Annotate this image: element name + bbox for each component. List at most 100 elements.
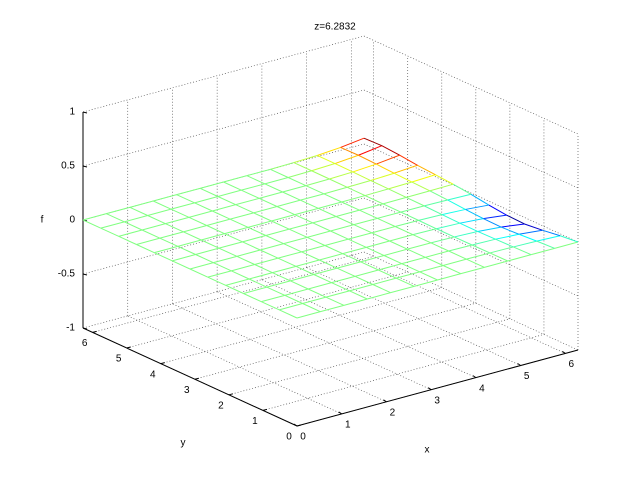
mesh-segment [153, 194, 177, 202]
mesh-segment [241, 189, 260, 199]
mesh-segment [366, 240, 390, 248]
mesh-segment [284, 288, 309, 296]
grid-line [363, 197, 579, 297]
mesh-segment [407, 248, 426, 258]
mesh-segment [495, 238, 514, 248]
mesh-segment [347, 180, 371, 188]
mesh-segment [353, 217, 378, 226]
mesh-segment [425, 256, 444, 266]
mesh-segment [100, 221, 125, 229]
mesh-segment [429, 190, 448, 201]
mesh-segment [136, 244, 155, 254]
mesh-segment [354, 269, 379, 277]
mesh-segment [400, 205, 425, 213]
x-axis-label: x [425, 445, 430, 456]
mesh-segment [483, 218, 502, 228]
mesh-segment [336, 267, 356, 277]
mesh-segment [341, 195, 366, 203]
mesh-segment [513, 246, 532, 256]
mesh-segment [213, 255, 237, 264]
mesh-segment [195, 254, 214, 264]
mesh-segment [242, 235, 266, 243]
mesh-segment [337, 261, 361, 269]
mesh-segment [364, 188, 389, 197]
mesh-segment [305, 178, 330, 187]
mesh-segment [295, 259, 320, 267]
mesh-segment [406, 190, 430, 198]
mesh-segment [471, 244, 491, 254]
mesh-segment [272, 272, 291, 282]
mesh-segment [349, 284, 373, 292]
mesh-segment [371, 232, 390, 242]
mesh-segment [302, 303, 321, 313]
mesh-segment [308, 282, 332, 290]
grid-line [261, 279, 477, 378]
mesh-segment [283, 236, 308, 245]
mesh-segment [419, 271, 438, 281]
mesh-segment [388, 181, 413, 190]
mesh-segment [340, 146, 359, 156]
z-tick-label: 1 [69, 107, 75, 118]
grid-line [228, 318, 510, 396]
mesh-segment [459, 218, 484, 224]
grid-line [363, 89, 579, 189]
x-tick-label: 2 [390, 407, 396, 418]
z-tick [82, 111, 88, 114]
mesh-segment [376, 163, 395, 174]
mesh-segment [153, 200, 172, 210]
mesh-segment [401, 256, 426, 265]
mesh-segment [372, 284, 391, 294]
mesh-segment [489, 246, 514, 254]
mesh-segment [342, 253, 361, 263]
mesh-segment [413, 279, 438, 287]
mesh-segment [360, 255, 385, 263]
mesh-segment [290, 274, 314, 282]
mesh-segment [382, 203, 401, 213]
mesh-segment [194, 196, 219, 204]
mesh-segment [320, 304, 344, 313]
x-tick-label: 4 [479, 383, 485, 394]
mesh-segment [124, 215, 148, 223]
mesh-segment [294, 207, 319, 216]
mesh-segment [324, 245, 343, 255]
mesh-segment [378, 269, 397, 279]
grid-line [262, 334, 545, 411]
mesh-segment [225, 284, 244, 294]
mesh-segment [212, 210, 231, 220]
mesh-segment [418, 214, 443, 221]
mesh-segment [147, 215, 166, 225]
mesh-segment [395, 219, 419, 227]
mesh-segment [442, 265, 462, 275]
mesh-segment [217, 196, 236, 206]
mesh-segment [358, 145, 383, 156]
mesh-segment [159, 231, 184, 239]
mesh-segment [318, 207, 337, 217]
grid-line [160, 287, 442, 364]
mesh-segment [363, 137, 383, 147]
grid-line [92, 256, 374, 333]
mesh-segment [300, 199, 319, 209]
mesh-segment [419, 265, 444, 273]
mesh-segment [367, 292, 391, 300]
mesh-segment [170, 202, 195, 210]
mesh-segment [189, 268, 209, 278]
mesh-segment [554, 241, 579, 249]
mesh-segment [217, 189, 242, 197]
mesh-segment [199, 181, 224, 189]
chart-title: z=6.2832 [314, 22, 356, 33]
mesh-segment [399, 154, 418, 166]
mesh-segment [218, 241, 243, 249]
mesh-segment [218, 247, 238, 257]
mesh-segment [100, 227, 119, 237]
grid-line [127, 315, 342, 415]
mesh-segment [311, 163, 336, 172]
mesh-segment [407, 242, 431, 250]
mesh-segment [383, 255, 403, 265]
mesh-segment [82, 213, 107, 221]
mesh-segment [246, 168, 271, 177]
mesh-segment [531, 247, 555, 256]
mesh-segment [542, 229, 561, 237]
grid-line [306, 267, 521, 366]
grid-line [194, 302, 476, 380]
x-tick [472, 375, 477, 379]
